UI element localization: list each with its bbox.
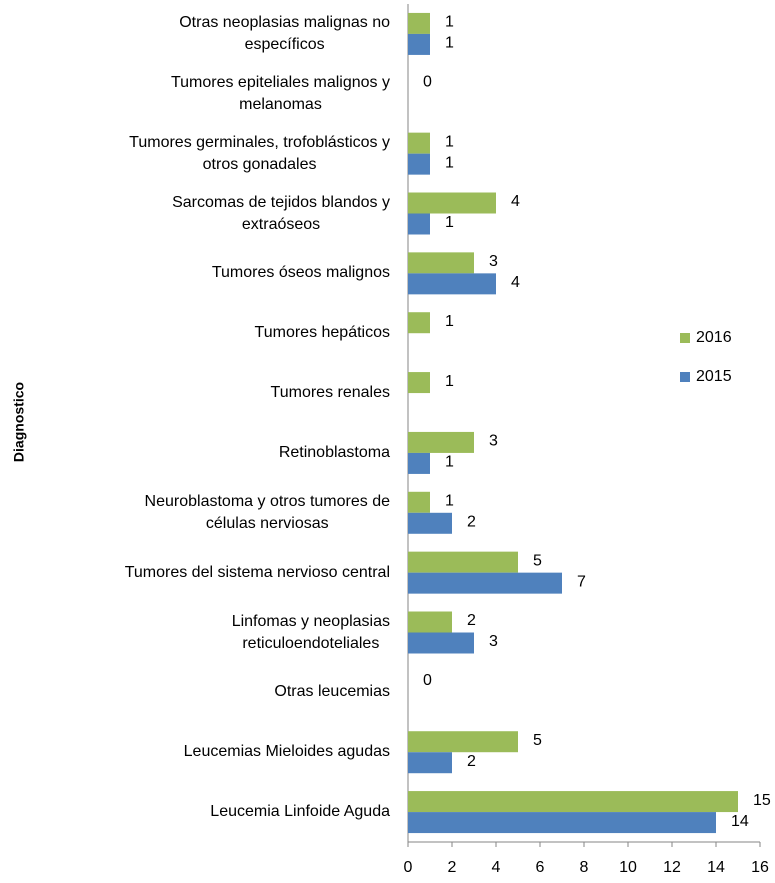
category-text: Otras neoplasias malignas no específicos — [179, 13, 390, 53]
y-tick-label: Otras leucemias — [0, 662, 390, 722]
value-label: 2 — [467, 753, 476, 770]
bar — [408, 731, 518, 753]
bar — [408, 512, 452, 534]
y-tick-label: Tumores óseos malignos — [0, 243, 390, 303]
bar — [408, 12, 430, 34]
value-label: 3 — [489, 633, 498, 650]
x-tick-label: 14 — [707, 859, 725, 876]
bar — [408, 252, 474, 274]
y-tick-label: Otras neoplasias malignas no específicos — [0, 4, 390, 64]
legend-label: 2016 — [696, 329, 732, 346]
legend-swatch — [680, 333, 690, 343]
value-label: 7 — [577, 573, 586, 590]
bar — [408, 551, 518, 573]
x-tick-label: 10 — [619, 859, 637, 876]
y-tick-label: Tumores del sistema nervioso central — [0, 543, 390, 603]
value-label: 1 — [445, 133, 454, 150]
value-label: 4 — [511, 193, 520, 210]
y-tick-label: Linfomas y neoplasias reticuloendotelial… — [0, 603, 390, 663]
value-label: 0 — [423, 672, 432, 689]
category-text: Tumores renales — [270, 384, 390, 402]
value-label: 4 — [511, 274, 520, 291]
value-label: 3 — [489, 433, 498, 450]
bar — [408, 491, 430, 513]
value-label: 2 — [467, 514, 476, 531]
value-label: 1 — [445, 313, 454, 330]
category-text: Tumores óseos malignos — [211, 264, 390, 282]
value-label: 1 — [445, 154, 454, 171]
value-label: 3 — [489, 253, 498, 270]
category-text: Neuroblastoma y otros tumores de células… — [144, 492, 390, 532]
y-tick-label: Sarcomas de tejidos blandos y extraóseos — [0, 184, 390, 244]
y-tick-label: Tumores renales — [0, 363, 390, 423]
y-tick-label: Retinoblastoma — [0, 423, 390, 483]
bar — [408, 192, 496, 214]
category-text: Tumores del sistema nervioso central — [124, 563, 390, 581]
value-label: 0 — [423, 74, 432, 91]
y-tick-label: Tumores epiteliales malignos y melanomas — [0, 64, 390, 124]
x-tick-label: 6 — [536, 859, 545, 876]
value-label: 1 — [445, 14, 454, 31]
value-label: 5 — [533, 552, 542, 569]
bar — [408, 812, 716, 834]
value-label: 14 — [731, 813, 749, 830]
y-tick-label: Tumores hepáticos — [0, 303, 390, 363]
bar — [408, 33, 430, 55]
bar — [408, 213, 430, 235]
y-axis-title: Diagnostico — [11, 382, 27, 462]
value-label: 15 — [753, 792, 771, 809]
y-tick-label: Tumores germinales, trofoblásticos y otr… — [0, 124, 390, 184]
value-label: 2 — [467, 612, 476, 629]
category-text: Tumores hepáticos — [254, 324, 390, 342]
bar — [408, 132, 430, 154]
category-text: Linfomas y neoplasias reticuloendotelial… — [231, 612, 390, 652]
bar — [408, 632, 474, 654]
bar — [408, 372, 430, 394]
bar — [408, 153, 430, 175]
y-tick-label: Neuroblastoma y otros tumores de células… — [0, 483, 390, 543]
bar — [408, 273, 496, 295]
category-text: Sarcomas de tejidos blandos y extraóseos — [172, 193, 390, 233]
x-tick-label: 0 — [404, 859, 413, 876]
bar — [408, 611, 452, 633]
value-label: 1 — [445, 214, 454, 231]
legend-swatch — [680, 372, 690, 382]
category-text: Tumores epiteliales malignos y melanomas — [170, 73, 390, 113]
bar — [408, 791, 738, 813]
bar — [408, 572, 562, 594]
x-tick-label: 4 — [492, 859, 501, 876]
category-text: Retinoblastoma — [278, 443, 390, 461]
category-text: Leucemia Linfoide Aguda — [210, 803, 390, 821]
value-label: 1 — [445, 35, 454, 52]
value-label: 1 — [445, 454, 454, 471]
value-label: 5 — [533, 732, 542, 749]
bar — [408, 431, 474, 453]
bar — [408, 752, 452, 774]
bar — [408, 312, 430, 334]
bar — [408, 452, 430, 474]
x-tick-label: 16 — [751, 859, 769, 876]
value-label: 1 — [445, 493, 454, 510]
y-tick-label: Leucemias Mieloides agudas — [0, 722, 390, 782]
category-text: Leucemias Mieloides agudas — [183, 743, 390, 761]
category-text: Tumores germinales, trofoblásticos y otr… — [129, 133, 390, 173]
y-tick-label: Leucemia Linfoide Aguda — [0, 782, 390, 842]
category-text: Otras leucemias — [274, 683, 390, 701]
x-tick-label: 12 — [663, 859, 681, 876]
value-label: 1 — [445, 373, 454, 390]
legend-label: 2015 — [696, 368, 732, 385]
x-tick-label: 8 — [580, 859, 589, 876]
x-tick-label: 2 — [448, 859, 457, 876]
